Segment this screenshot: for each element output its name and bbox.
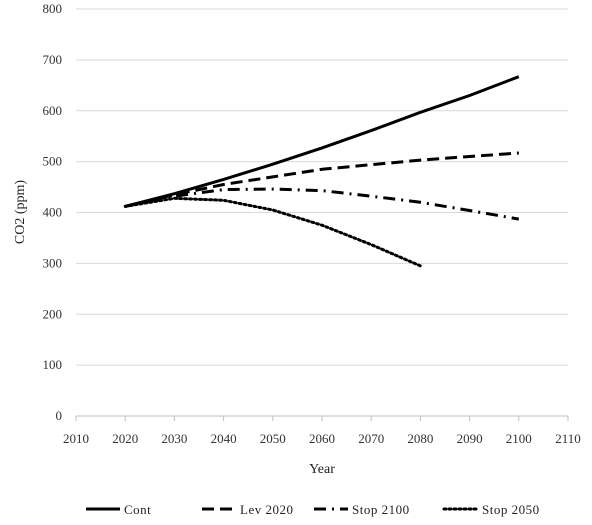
x-tick-label: 2010 <box>63 431 89 446</box>
x-axis-title: Year <box>309 462 335 477</box>
series-line-stop-2050 <box>123 196 422 268</box>
y-tick-labels: 0 100 200 300 400 500 600 700 800 <box>43 1 63 423</box>
x-tick-label: 2090 <box>457 431 483 446</box>
y-axis-title: CO2 (ppm) <box>13 180 28 245</box>
x-tick-label: 2070 <box>358 431 384 446</box>
x-tick-label: 2020 <box>112 431 138 446</box>
y-tick-label: 400 <box>43 205 63 220</box>
series-line-stop-2100 <box>124 187 520 221</box>
x-tick-label: 2110 <box>555 431 581 446</box>
gridlines <box>76 8 568 366</box>
y-tick-label: 500 <box>43 154 63 169</box>
x-tick-label: 2060 <box>309 431 335 446</box>
x-tick-label: 2050 <box>260 431 286 446</box>
x-tick-label: 2100 <box>506 431 532 446</box>
y-tick-label: 100 <box>43 357 63 372</box>
series-line-lev-2020 <box>124 151 519 208</box>
x-tick-label: 2040 <box>211 431 237 446</box>
y-tick-label: 0 <box>56 408 63 423</box>
y-tick-label: 300 <box>43 255 63 270</box>
legend-label: Stop 2100 <box>352 502 410 517</box>
x-tick-label: 2030 <box>161 431 187 446</box>
x-tick-labels: 2010 2020 2030 2040 2050 2060 2070 2080 2090 2100… <box>63 416 581 446</box>
x-tick-label: 2080 <box>407 431 433 446</box>
legend-label: Stop 2050 <box>482 502 540 517</box>
y-tick-label: 200 <box>43 306 63 321</box>
legend-label: Cont <box>124 502 151 517</box>
legend-label: Lev 2020 <box>240 502 293 517</box>
legend: Cont Lev 2020 Stop 2100 Stop 2050 <box>86 502 540 517</box>
y-tick-label: 800 <box>43 1 63 16</box>
series-line-cont <box>124 75 520 208</box>
series-lines <box>123 75 520 268</box>
y-tick-label: 600 <box>43 103 63 118</box>
y-tick-label: 700 <box>43 52 63 67</box>
